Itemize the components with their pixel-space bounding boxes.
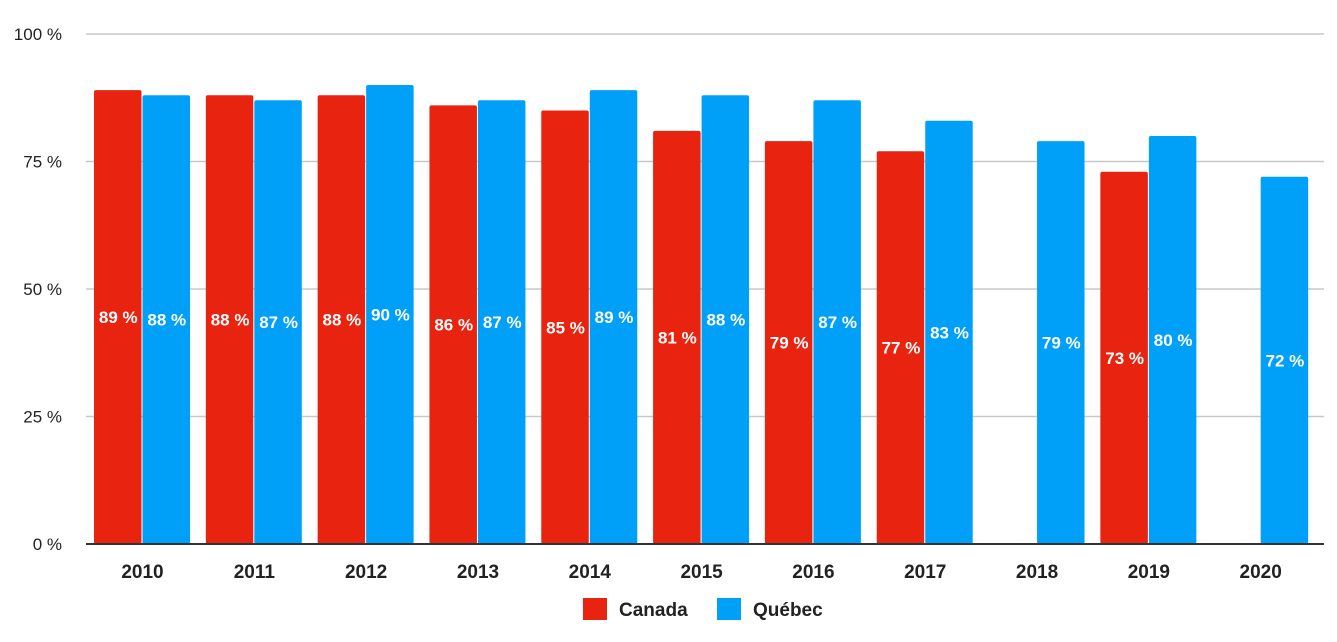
bar-québec-2010 (142, 95, 190, 544)
y-tick-label: 25 % (23, 408, 62, 427)
x-axis-ticks: 2010 2011 2012 2013 2014 2015 2016 2017 2018 2019… (121, 562, 1281, 583)
bar-value-label: 86 % (434, 316, 473, 335)
bar-value-label: 88 % (147, 311, 186, 330)
y-tick-label: 100 % (14, 25, 62, 44)
legend-swatch-québec (717, 598, 741, 620)
bar-value-label: 85 % (546, 318, 585, 337)
bar-value-label: 89 % (595, 308, 634, 327)
bar-value-label: 87 % (818, 313, 857, 332)
x-tick-label: 2018 (1016, 562, 1058, 583)
legend-label: Canada (619, 600, 688, 621)
x-tick-label: 2010 (121, 562, 163, 583)
bars (94, 85, 1309, 545)
x-tick-label: 2013 (457, 562, 499, 583)
bar-value-label: 77 % (882, 339, 921, 358)
bar-canada-2010 (94, 90, 142, 544)
bar-value-label: 89 % (99, 308, 138, 327)
bar-québec-2011 (254, 100, 302, 545)
bar-canada-2016 (764, 141, 813, 544)
bar-value-label: 73 % (1105, 349, 1144, 368)
bar-québec-2014 (589, 90, 638, 544)
bar-value-label: 72 % (1266, 351, 1305, 370)
bar-canada-2019 (1100, 171, 1148, 544)
bar-québec-2017 (925, 120, 973, 544)
bar-canada-2011 (205, 95, 254, 544)
x-tick-label: 2019 (1128, 562, 1170, 583)
x-tick-label: 2015 (680, 562, 723, 583)
bar-québec-2016 (813, 100, 861, 545)
x-tick-label: 2020 (1240, 562, 1282, 583)
y-tick-label: 0 % (33, 535, 62, 554)
bar-québec-2018 (1037, 141, 1085, 544)
bar-canada-2012 (317, 95, 366, 544)
bar-labels: 89 % 88 % 88 % 87 % 88 % 90 % 86 % 87 % 85 % 89 %… (99, 306, 1304, 371)
x-tick-label: 2016 (792, 562, 834, 583)
x-tick-label: 2012 (345, 562, 387, 583)
bar-value-label: 87 % (483, 313, 522, 332)
bar-québec-2020 (1260, 176, 1309, 545)
x-tick-label: 2017 (904, 562, 946, 583)
legend-label: Québec (753, 600, 823, 621)
bar-canada-2014 (541, 110, 589, 544)
bar-québec-2015 (701, 95, 750, 544)
x-tick-label: 2014 (569, 562, 612, 583)
bar-value-label: 88 % (706, 311, 745, 330)
y-tick-label: 75 % (23, 153, 62, 172)
bar-québec-2019 (1148, 136, 1197, 544)
bar-value-label: 83 % (930, 323, 969, 342)
bar-canada-2017 (876, 151, 925, 545)
bar-value-label: 81 % (658, 328, 697, 347)
x-tick-label: 2011 (234, 562, 276, 583)
legend: Canada Québec (583, 598, 823, 621)
bar-québec-2012 (366, 85, 414, 544)
y-tick-label: 50 % (23, 280, 62, 299)
bar-value-label: 80 % (1154, 331, 1193, 350)
bar-québec-2013 (477, 100, 526, 545)
bar-canada-2013 (429, 105, 477, 545)
bar-value-label: 88 % (211, 311, 250, 330)
bar-canada-2015 (653, 130, 701, 544)
legend-swatch-canada (583, 598, 607, 620)
bar-value-label: 88 % (323, 311, 362, 330)
y-axis-ticks: 0 % 25 % 50 % 75 % 100 % (14, 25, 62, 554)
bar-value-label: 79 % (1042, 334, 1081, 353)
bar-value-label: 90 % (371, 306, 410, 325)
bar-value-label: 79 % (770, 334, 809, 353)
bar-value-label: 87 % (259, 313, 298, 332)
